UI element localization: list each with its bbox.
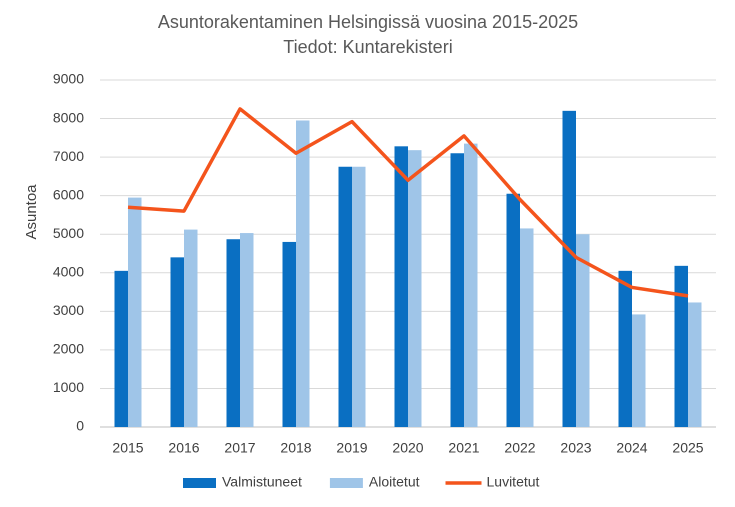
x-tick-label: 2022 [504, 440, 535, 456]
legend-label: Luvitetut [487, 474, 540, 490]
bar [520, 228, 534, 427]
bar [394, 146, 408, 427]
chart-subtitle: Tiedot: Kuntarekisteri [283, 37, 452, 57]
y-tick-label: 6000 [53, 186, 84, 202]
bar [674, 265, 688, 427]
y-tick-label: 7000 [53, 148, 84, 164]
bar [338, 166, 352, 427]
line [127, 107, 689, 298]
x-tick-label: 2015 [112, 440, 143, 456]
bar [128, 197, 142, 427]
y-axis-label: Asuntoa [23, 184, 40, 240]
bar [170, 257, 184, 427]
y-tick-label: 5000 [53, 225, 84, 241]
legend-label: Aloitetut [369, 474, 420, 490]
bar [450, 153, 464, 427]
y-tick-label: 9000 [53, 71, 84, 87]
bar [464, 143, 478, 427]
y-tick-label: 1000 [53, 379, 84, 395]
bar [114, 270, 128, 427]
bar [282, 241, 296, 427]
bar [226, 239, 240, 427]
x-tick-label: 2016 [168, 440, 199, 456]
x-tick-label: 2024 [616, 440, 647, 456]
legend-swatch [329, 478, 363, 488]
chart-title: Asuntorakentaminen Helsingissä vuosina 2… [158, 12, 578, 32]
y-tick-label: 2000 [53, 341, 84, 357]
y-tick-label: 0 [76, 418, 84, 434]
x-tick-label: 2021 [448, 440, 479, 456]
bar [296, 120, 310, 427]
bar [688, 302, 702, 427]
x-tick-label: 2020 [392, 440, 423, 456]
x-tick-label: 2023 [560, 440, 591, 456]
y-tick-label: 4000 [53, 263, 84, 279]
bar [618, 270, 632, 427]
y-tick-label: 8000 [53, 109, 84, 125]
y-tick-label: 3000 [53, 302, 84, 318]
bar [506, 193, 520, 427]
bar [562, 110, 576, 427]
bar [408, 150, 422, 427]
x-tick-label: 2017 [224, 440, 255, 456]
legend-swatch [183, 478, 216, 488]
x-tick-label: 2025 [672, 440, 703, 456]
bar [576, 234, 590, 427]
bar [352, 166, 366, 427]
bar [632, 314, 646, 427]
legend-label: Valmistuneet [222, 474, 302, 490]
bar [184, 229, 198, 427]
x-tick-label: 2019 [336, 440, 367, 456]
bar [240, 233, 254, 427]
x-tick-label: 2018 [280, 440, 311, 456]
